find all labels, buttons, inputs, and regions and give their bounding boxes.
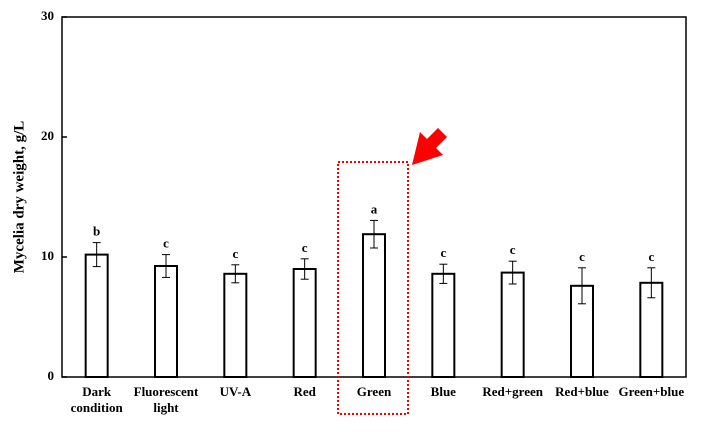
x-tick-label: Red	[293, 384, 316, 399]
error-bar	[231, 264, 240, 284]
bar	[292, 268, 317, 378]
bar	[223, 272, 248, 378]
bar	[362, 233, 386, 378]
y-tick-label: 10	[41, 248, 54, 263]
highlight-arrow	[412, 128, 447, 165]
error-bar	[162, 254, 170, 278]
significance-letter: a	[371, 201, 378, 216]
error-bar	[578, 267, 586, 305]
y-tick-label: 20	[41, 128, 54, 143]
significance-letter: b	[93, 224, 100, 239]
error-bar	[647, 267, 656, 299]
x-tick-label: Green+blue	[618, 384, 684, 399]
x-tick-label: Green	[357, 384, 392, 399]
x-tick-label: Fluorescent light	[134, 384, 199, 415]
x-tick-label: Red+green	[482, 384, 543, 399]
highlight-box	[337, 161, 409, 415]
y-axis-label: Mycelia dry weight, g/L	[11, 121, 27, 273]
y-tick-label: 0	[48, 368, 55, 383]
y-tick-label: 30	[41, 8, 54, 23]
significance-letter: c	[579, 249, 585, 264]
x-tick-label: Red+blue	[555, 384, 609, 399]
bar	[431, 272, 456, 378]
significance-letter: c	[163, 236, 169, 251]
error-bar	[370, 219, 378, 249]
error-bar	[508, 260, 517, 285]
x-tick-label: Blue	[431, 384, 457, 399]
significance-letter: c	[232, 246, 238, 261]
error-bar	[92, 242, 101, 268]
significance-letter: c	[440, 245, 446, 260]
x-tick-label: Dark condition	[71, 384, 124, 415]
error-bar	[300, 258, 309, 280]
significance-letter: c	[302, 240, 308, 255]
significance-letter: c	[648, 249, 654, 264]
x-tick-label: UV-A	[220, 384, 252, 399]
significance-letter: c	[510, 242, 516, 257]
bar	[500, 271, 525, 379]
bar	[84, 253, 109, 379]
error-bar	[439, 263, 448, 284]
bar	[154, 265, 178, 378]
